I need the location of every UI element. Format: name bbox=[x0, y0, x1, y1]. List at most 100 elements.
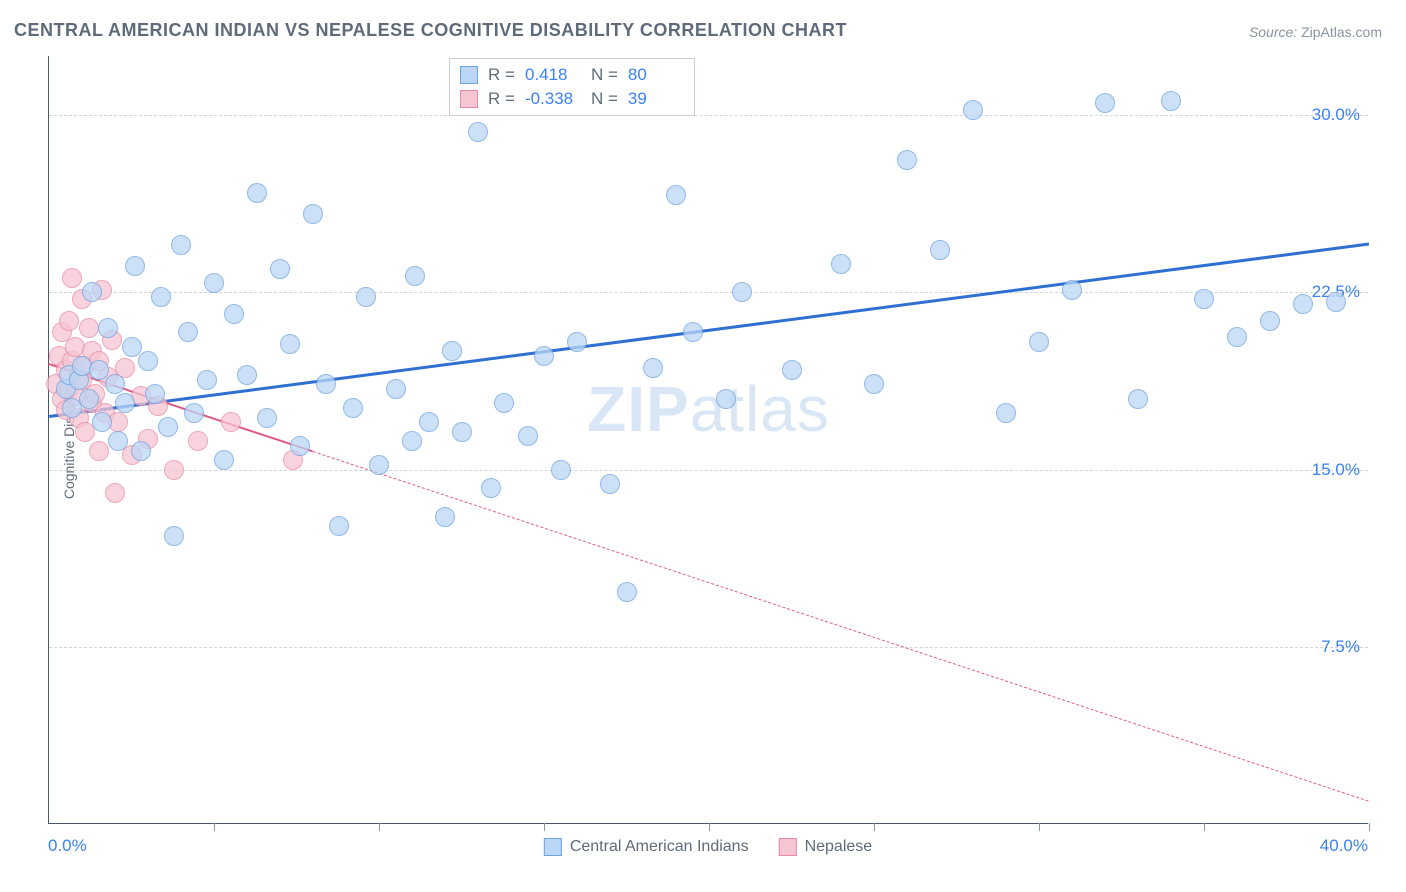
data-point bbox=[164, 526, 184, 546]
x-tick bbox=[709, 823, 710, 831]
trend-line bbox=[313, 451, 1369, 802]
data-point bbox=[89, 360, 109, 380]
data-point bbox=[151, 287, 171, 307]
source-name: ZipAtlas.com bbox=[1301, 24, 1382, 40]
data-point bbox=[145, 384, 165, 404]
legend-item: Central American Indians bbox=[544, 838, 749, 856]
data-point bbox=[105, 483, 125, 503]
legend-label: Nepalese bbox=[805, 838, 873, 856]
data-point bbox=[188, 431, 208, 451]
data-point bbox=[184, 403, 204, 423]
data-point bbox=[369, 455, 389, 475]
data-point bbox=[115, 393, 135, 413]
data-point bbox=[204, 273, 224, 293]
n-label: N = bbox=[591, 65, 618, 85]
data-point bbox=[831, 254, 851, 274]
data-point bbox=[963, 100, 983, 120]
chart-title: CENTRAL AMERICAN INDIAN VS NEPALESE COGN… bbox=[14, 20, 847, 41]
data-point bbox=[125, 256, 145, 276]
data-point bbox=[600, 474, 620, 494]
x-axis-min-label: 0.0% bbox=[48, 836, 87, 856]
x-tick bbox=[874, 823, 875, 831]
data-point bbox=[386, 379, 406, 399]
data-point bbox=[782, 360, 802, 380]
data-point bbox=[617, 582, 637, 602]
n-value: 39 bbox=[628, 89, 684, 109]
watermark-rest: atlas bbox=[690, 373, 830, 445]
bottom-legend: Central American Indians Nepalese bbox=[544, 838, 872, 856]
plot-region: ZIPatlas R = 0.418 N = 80 R = -0.338 N =… bbox=[48, 56, 1368, 824]
y-tick-label: 15.0% bbox=[1312, 460, 1360, 480]
n-value: 80 bbox=[628, 65, 684, 85]
watermark: ZIPatlas bbox=[587, 372, 830, 446]
data-point bbox=[59, 311, 79, 331]
data-point bbox=[534, 346, 554, 366]
data-point bbox=[567, 332, 587, 352]
source-label: Source: bbox=[1249, 24, 1297, 40]
data-point bbox=[996, 403, 1016, 423]
data-point bbox=[171, 235, 191, 255]
data-point bbox=[221, 412, 241, 432]
x-tick bbox=[1204, 823, 1205, 831]
data-point bbox=[214, 450, 234, 470]
data-point bbox=[329, 516, 349, 536]
x-tick bbox=[214, 823, 215, 831]
data-point bbox=[62, 268, 82, 288]
data-point bbox=[343, 398, 363, 418]
data-point bbox=[131, 441, 151, 461]
data-point bbox=[92, 412, 112, 432]
data-point bbox=[122, 337, 142, 357]
data-point bbox=[405, 266, 425, 286]
x-tick bbox=[379, 823, 380, 831]
r-label: R = bbox=[488, 89, 515, 109]
r-label: R = bbox=[488, 65, 515, 85]
r-value: 0.418 bbox=[525, 65, 581, 85]
stats-row: R = 0.418 N = 80 bbox=[460, 63, 684, 87]
data-point bbox=[435, 507, 455, 527]
data-point bbox=[1128, 389, 1148, 409]
data-point bbox=[518, 426, 538, 446]
data-point bbox=[494, 393, 514, 413]
n-label: N = bbox=[591, 89, 618, 109]
data-point bbox=[666, 185, 686, 205]
data-point bbox=[1194, 289, 1214, 309]
x-tick bbox=[544, 823, 545, 831]
gridline bbox=[49, 292, 1368, 293]
data-point bbox=[732, 282, 752, 302]
data-point bbox=[303, 204, 323, 224]
source-attribution: Source: ZipAtlas.com bbox=[1249, 24, 1382, 40]
data-point bbox=[270, 259, 290, 279]
x-tick bbox=[1369, 823, 1370, 831]
data-point bbox=[1062, 280, 1082, 300]
data-point bbox=[442, 341, 462, 361]
data-point bbox=[247, 183, 267, 203]
data-point bbox=[1260, 311, 1280, 331]
data-point bbox=[419, 412, 439, 432]
data-point bbox=[481, 478, 501, 498]
data-point bbox=[1326, 292, 1346, 312]
data-point bbox=[79, 318, 99, 338]
data-point bbox=[280, 334, 300, 354]
data-point bbox=[197, 370, 217, 390]
stats-row: R = -0.338 N = 39 bbox=[460, 87, 684, 111]
gridline bbox=[49, 647, 1368, 648]
data-point bbox=[930, 240, 950, 260]
x-axis-max-label: 40.0% bbox=[1320, 836, 1368, 856]
data-point bbox=[1095, 93, 1115, 113]
data-point bbox=[1293, 294, 1313, 314]
data-point bbox=[1227, 327, 1247, 347]
data-point bbox=[108, 431, 128, 451]
data-point bbox=[89, 441, 109, 461]
data-point bbox=[98, 318, 118, 338]
data-point bbox=[452, 422, 472, 442]
gridline bbox=[49, 115, 1368, 116]
data-point bbox=[683, 322, 703, 342]
data-point bbox=[224, 304, 244, 324]
data-point bbox=[1161, 91, 1181, 111]
data-point bbox=[79, 389, 99, 409]
watermark-bold: ZIP bbox=[587, 373, 690, 445]
gridline bbox=[49, 470, 1368, 471]
data-point bbox=[551, 460, 571, 480]
data-point bbox=[105, 374, 125, 394]
y-tick-label: 30.0% bbox=[1312, 105, 1360, 125]
